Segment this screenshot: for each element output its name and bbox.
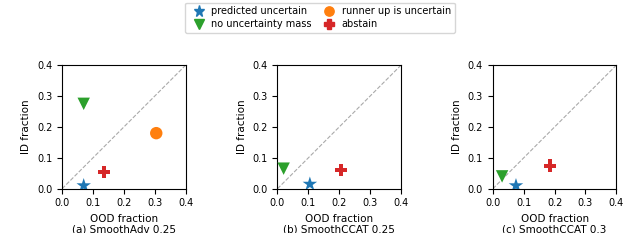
Point <box>79 102 89 106</box>
Point <box>99 170 109 174</box>
Y-axis label: ID fraction: ID fraction <box>21 100 31 154</box>
X-axis label: OOD fraction: OOD fraction <box>90 214 158 224</box>
Point <box>79 184 89 188</box>
Point <box>511 184 521 188</box>
Title: (c) SmoothCCAT 0.3: (c) SmoothCCAT 0.3 <box>502 224 607 233</box>
Title: (a) SmoothAdv 0.25: (a) SmoothAdv 0.25 <box>72 224 176 233</box>
Point <box>278 167 289 171</box>
X-axis label: OOD fraction: OOD fraction <box>520 214 589 224</box>
Title: (b) SmoothCCAT 0.25: (b) SmoothCCAT 0.25 <box>284 224 395 233</box>
Legend: predicted uncertain, no uncertainty mass, runner up is uncertain, abstain: predicted uncertain, no uncertainty mass… <box>185 3 455 33</box>
Point <box>305 182 315 186</box>
X-axis label: OOD fraction: OOD fraction <box>305 214 373 224</box>
Point <box>545 164 555 168</box>
Point <box>151 131 161 135</box>
Y-axis label: ID fraction: ID fraction <box>452 100 462 154</box>
Point <box>335 168 346 172</box>
Point <box>497 175 508 178</box>
Y-axis label: ID fraction: ID fraction <box>237 100 247 154</box>
